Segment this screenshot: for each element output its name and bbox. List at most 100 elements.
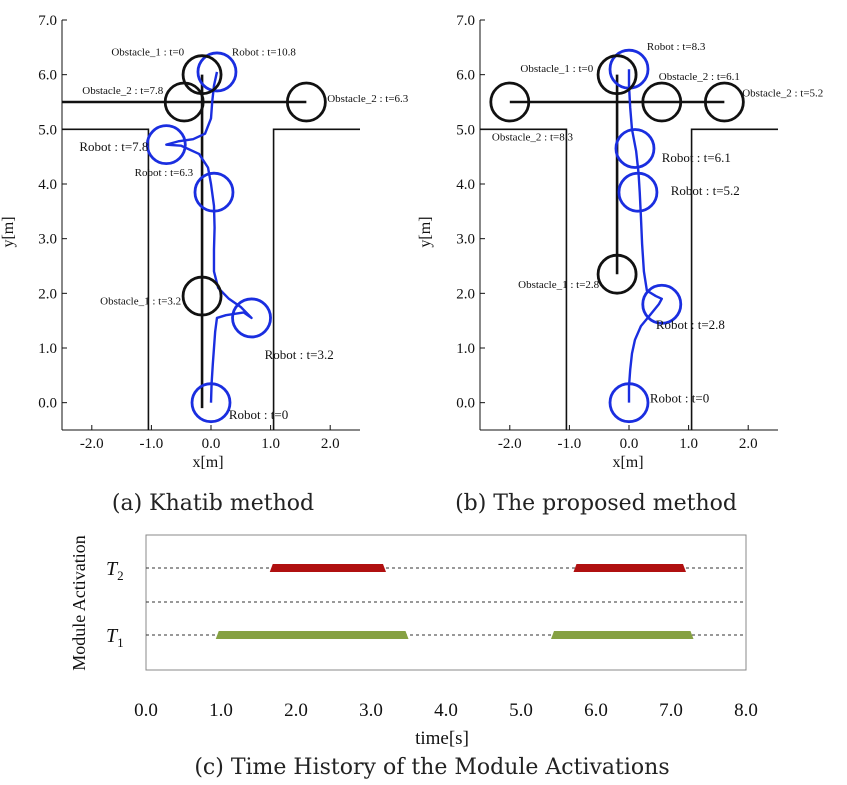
x-tick-label: 3.0 [359,700,383,721]
panel-a-circles: Robot : t=0 Robot : t=3.2 Robot : t=6.3 Rob… [79,47,409,424]
y-tick-label: 1.0 [38,341,57,357]
robot-path-line [165,71,253,403]
x-tick-label: 2.0 [284,700,308,721]
obstacle-label: Obstacle_2 : t=6.1 [659,71,740,83]
panel-c-y-axis-label: Module Activation [69,535,89,670]
x-tick-label: 0.0 [202,436,221,452]
activation-bar [573,564,686,572]
x-tick-label: -2.0 [80,436,104,452]
panel-a-caption: (a) Khatib method [112,491,314,516]
obstacle-circle [703,81,745,123]
obstacle-label: Obstacle_1 : t=2.8 [518,279,600,291]
robot-circle [608,382,650,424]
activation-bar [215,631,409,639]
y-tick-label: 4.0 [456,177,475,193]
y-tick-label: 3.0 [38,232,57,248]
robot-circle [145,124,187,166]
x-tick-label: 1.0 [209,700,233,721]
robot-label: Robot : t=7.8 [79,139,148,154]
obstacle-circle [181,275,223,317]
obstacle-label: Obstacle_2 : t=8.3 [492,131,574,143]
panel-c-activation-bars [215,564,694,639]
x-tick-label: 6.0 [584,700,608,721]
panel-a-robot-path [165,71,253,403]
panel-a-axes: 0.0 1.0 2.0 3.0 4.0 5.0 6.0 7.0 -2.0 -1.0 0.0 1.0 2.… [38,13,360,452]
x-tick-label: 0.0 [620,436,639,452]
panel-c-x-ticks: 0.0 1.0 2.0 3.0 4.0 5.0 6.0 7.0 8.0 [134,700,758,721]
obstacle-circle [285,81,327,123]
obstacle-circle [596,253,638,295]
y-tick-label: 3.0 [456,232,475,248]
row-label: T2 [106,558,124,583]
x-tick-label: 1.0 [261,436,280,452]
y-tick-label: 0.0 [38,396,57,412]
obstacle-circle [596,54,638,96]
robot-circle [190,382,232,424]
obstacle-circle [163,81,205,123]
robot-circle [193,171,235,213]
x-tick-label: 1.0 [679,436,698,452]
robot-circle [614,128,656,169]
panel-b-trajectory-plot: Robot : t=0 Robot : t=2.8 Robot : t=5.2 Rob… [417,13,823,516]
robot-label: Robot : t=10.8 [232,47,296,59]
y-tick-label: 0.0 [456,396,475,412]
y-tick-label: 1.0 [456,341,475,357]
panel-c-caption: (c) Time History of the Module Activatio… [194,755,669,780]
obstacle-label: Obstacle_2 : t=5.2 [742,88,823,100]
activation-bar [269,564,386,572]
y-tick-label: 7.0 [456,13,475,29]
row-label-subscript: 2 [117,568,124,583]
robot-circle [617,171,659,213]
panel-b-x-axis-label: x[m] [612,454,643,471]
row-label: T1 [106,625,124,650]
x-tick-label: -1.0 [140,436,164,452]
y-tick-label: 5.0 [38,122,57,138]
x-tick-label: 8.0 [734,700,758,721]
panel-b-obstacle-paths [509,74,725,275]
obstacle-label: Obstacle_2 : t=7.8 [82,85,164,97]
y-tick-label: 4.0 [38,177,57,193]
robot-label: Robot : t=8.3 [647,41,706,53]
x-tick-label: 2.0 [739,436,758,452]
corridor-wall [480,128,778,430]
y-tick-label: 6.0 [38,68,57,84]
panel-a-corridor [62,128,360,430]
y-tick-label: 5.0 [456,122,475,138]
robot-label: Robot : t=6.1 [662,150,731,165]
x-tick-label: 5.0 [509,700,533,721]
x-tick-label: 2.0 [321,436,340,452]
activation-bar [551,631,694,639]
panel-c-row-labels: T2 T1 [106,558,124,650]
robot-label: Robot : t=0 [229,407,288,422]
panel-b-circles: Robot : t=0 Robot : t=2.8 Robot : t=5.2 Rob… [489,41,823,424]
row-label-subscript: 1 [117,635,124,650]
panel-b-caption: (b) The proposed method [455,491,737,516]
obstacle-label: Obstacle_1 : t=0 [520,63,593,75]
x-tick-label: 7.0 [659,700,683,721]
robot-circle [196,51,238,93]
y-tick-label: 2.0 [38,286,57,302]
x-tick-label: 4.0 [434,700,458,721]
panel-a-y-axis-label: y[m] [0,216,17,247]
panel-b-corridor [480,128,778,430]
panel-c-activation-timeline: T2 T1 0.0 1.0 2.0 3.0 4.0 5.0 6.0 7.0 8.0 Module … [69,534,758,780]
corridor-wall [62,128,360,430]
obstacle-label: Obstacle_1 : t=3.2 [100,295,181,307]
panel-b-y-axis-label: y[m] [417,216,434,247]
robot-label: Robot : t=6.3 [135,167,194,179]
robot-circle [231,297,272,339]
robot-label: Robot : t=2.8 [656,317,725,332]
obstacle-label: Obstacle_2 : t=6.3 [327,93,409,105]
x-tick-label: -2.0 [498,436,522,452]
robot-label: Robot : t=5.2 [671,183,740,198]
robot-circle [641,283,683,325]
panel-a-trajectory-plot: Robot : t=0 Robot : t=3.2 Robot : t=6.3 Rob… [0,13,409,516]
panel-a-x-axis-label: x[m] [192,454,223,471]
y-tick-label: 7.0 [38,13,57,29]
x-tick-label: 0.0 [134,700,158,721]
obstacle-circle [641,81,683,123]
panel-c-x-axis-label: time[s] [415,728,469,749]
obstacle-label: Obstacle_1 : t=0 [111,47,184,59]
panel-a-obstacle-paths [62,74,307,409]
